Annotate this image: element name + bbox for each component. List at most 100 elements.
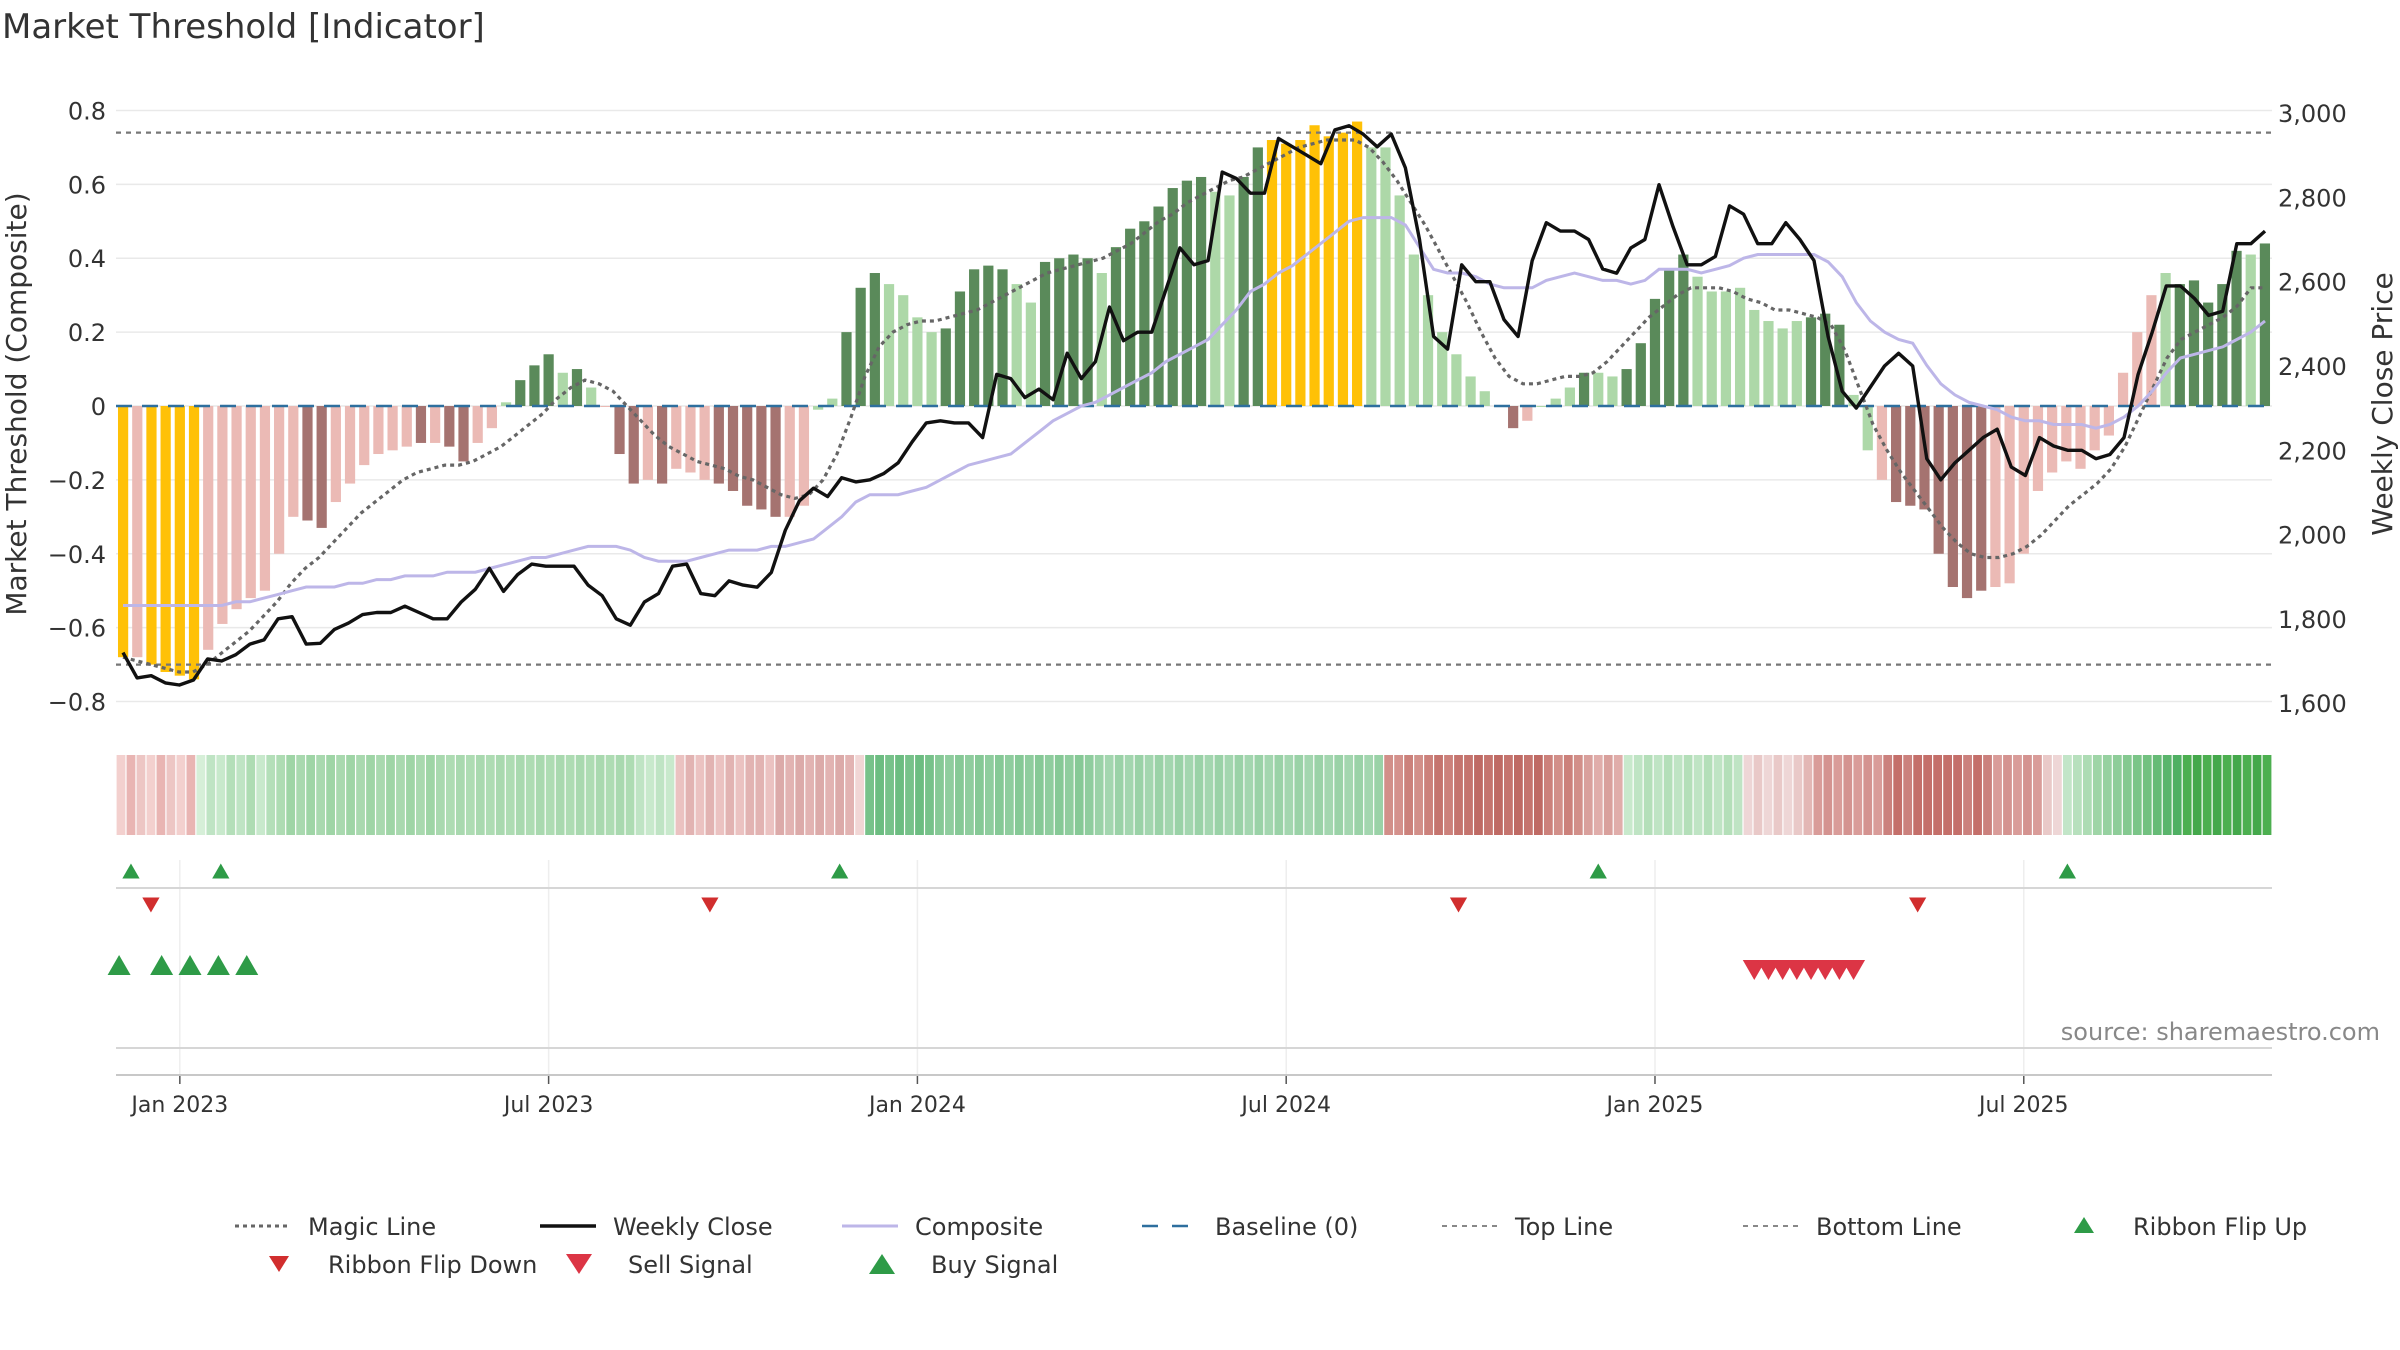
ribbon-cell: [835, 755, 845, 835]
ribbon-cell: [525, 755, 535, 835]
ribbon-flip-down-marker: [1449, 897, 1468, 913]
composite-bar: [1862, 406, 1873, 451]
x-tick-label: Jan 2023: [129, 1093, 228, 1118]
ribbon-cell: [316, 755, 326, 835]
ribbon-cell: [505, 755, 515, 835]
ribbon-cell: [1683, 755, 1693, 835]
line-series: [116, 123, 2272, 687]
ribbon-cell: [2003, 755, 2012, 835]
ribbon-cell: [136, 755, 146, 835]
buy-signal-marker: [206, 955, 230, 975]
composite-bar: [855, 287, 866, 406]
ribbon-cell: [1394, 755, 1404, 835]
composite-bar: [188, 406, 200, 680]
legend-item-flipup: Ribbon Flip Up: [2074, 1213, 2307, 1241]
ribbon-cell: [805, 755, 815, 835]
ribbon-cell: [186, 755, 196, 835]
composite-bar: [1990, 406, 2001, 588]
ribbon-cell: [725, 755, 735, 835]
ribbon-cell: [755, 755, 765, 835]
composite-bar: [699, 406, 710, 480]
ribbon-cell: [1543, 755, 1553, 835]
y-left-tick-label: 0.2: [68, 319, 106, 347]
ribbon-cell: [855, 755, 865, 835]
ribbon-cell: [1064, 755, 1074, 835]
ribbon-cell: [1873, 755, 1883, 835]
ribbon-cell: [1783, 755, 1793, 835]
ribbon-cell: [1224, 755, 1234, 835]
ribbon-cell: [1903, 755, 1913, 835]
composite-bar: [898, 295, 909, 406]
ribbon-cell: [1533, 755, 1543, 835]
composite-bar: [1408, 254, 1419, 406]
composite-bar: [529, 365, 540, 406]
composite-bar: [1139, 221, 1150, 406]
ribbon-cell: [236, 755, 246, 835]
ribbon-cell: [346, 755, 355, 835]
ribbon-strip: [116, 755, 2272, 835]
y-right-tick-label: 2,600: [2278, 269, 2347, 297]
ribbon-cell: [256, 755, 266, 835]
composite-bar: [1720, 291, 1732, 406]
ribbon-cell: [2222, 755, 2232, 835]
ribbon-cell: [2023, 755, 2032, 835]
ribbon-cell: [1643, 755, 1653, 835]
ribbon-cell: [1254, 755, 1264, 835]
composite-bar: [1011, 284, 1022, 406]
ribbon-cell: [1913, 755, 1923, 835]
composite-bar: [671, 406, 682, 469]
composite-bar: [203, 406, 214, 650]
ribbon-cell: [1444, 755, 1453, 835]
ribbon-cell: [1523, 755, 1533, 835]
ribbon-cell: [2043, 755, 2052, 835]
composite-bar: [174, 406, 185, 676]
weekly-close-line: [121, 123, 2267, 687]
ribbon-cell: [1294, 755, 1304, 835]
legend-label: Weekly Close: [613, 1213, 773, 1241]
ribbon-cell: [465, 755, 475, 835]
ribbon-flip-down-marker: [1909, 897, 1927, 913]
composite-bar: [401, 406, 412, 447]
composite-bar: [486, 406, 497, 429]
composite-bar: [1295, 140, 1306, 406]
ribbon-flip-up-marker: [2058, 863, 2077, 879]
composite-bars: [117, 121, 2271, 680]
composite-bar: [543, 354, 554, 406]
ribbon-cell: [935, 755, 944, 835]
y-axis-right-label: Weekly Close Price: [2366, 272, 2399, 535]
ribbon-cell: [675, 755, 685, 835]
legend-item-composite: Composite: [842, 1213, 1043, 1241]
ribbon-cell: [1204, 755, 1214, 835]
ribbon-cell: [2092, 755, 2102, 835]
ribbon-cell: [306, 755, 316, 835]
ribbon-cell: [426, 755, 435, 835]
ribbon-cell: [226, 755, 236, 835]
composite-bar: [1224, 195, 1235, 406]
composite-bar: [1649, 298, 1661, 406]
composite-bar: [1706, 291, 1717, 406]
ribbon-cell: [515, 755, 525, 835]
ribbon-cell: [376, 755, 385, 835]
ribbon-cell: [396, 755, 405, 835]
ribbon-cell: [545, 755, 555, 835]
composite-bar: [1039, 261, 1051, 406]
ribbon-cell: [1613, 755, 1623, 835]
legend-label: Ribbon Flip Down: [328, 1251, 537, 1279]
composite-bar: [500, 402, 512, 406]
composite-bar: [1195, 176, 1207, 406]
ribbon-cell: [1953, 755, 1962, 835]
composite-bar: [1933, 406, 1944, 554]
ribbon-cell: [1344, 755, 1354, 835]
legend-swatch: [566, 1254, 592, 1274]
composite-bar: [1664, 269, 1675, 406]
composite-bar: [2217, 284, 2228, 406]
ribbon-cell: [1004, 755, 1014, 835]
ribbon-cell: [166, 755, 176, 835]
ribbon-cell: [1563, 755, 1573, 835]
x-tick-label: Jan 2024: [867, 1093, 966, 1118]
ribbon-cell: [2232, 755, 2242, 835]
composite-bar: [2231, 250, 2242, 406]
x-tick-label: Jul 2024: [1239, 1093, 1331, 1118]
composite-bar: [359, 406, 370, 466]
y-right-tick-label: 1,800: [2278, 606, 2347, 634]
